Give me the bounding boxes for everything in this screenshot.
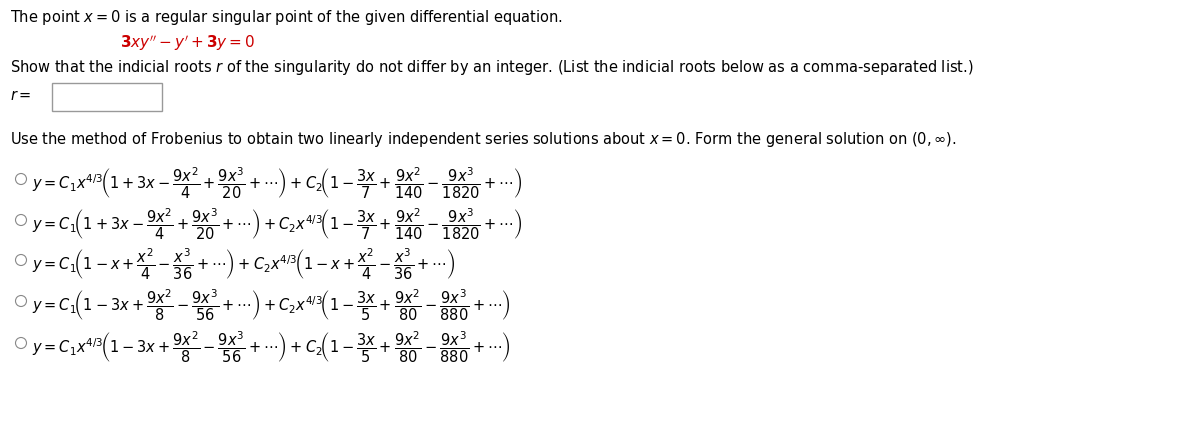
Text: $y = C_1\!\left(1 - x + \dfrac{x^2}{4} - \dfrac{x^3}{36} + \cdots\right) + C_2 x: $y = C_1\!\left(1 - x + \dfrac{x^2}{4} -… bbox=[32, 247, 455, 282]
FancyBboxPatch shape bbox=[52, 83, 162, 111]
Text: $y = C_1\!\left(1 + 3x - \dfrac{9x^2}{4} + \dfrac{9x^3}{20} + \cdots\right) + C_: $y = C_1\!\left(1 + 3x - \dfrac{9x^2}{4}… bbox=[32, 207, 522, 242]
Text: $y = C_1\!\left(1 - 3x + \dfrac{9x^2}{8} - \dfrac{9x^3}{56} + \cdots\right) + C_: $y = C_1\!\left(1 - 3x + \dfrac{9x^2}{8}… bbox=[32, 288, 511, 323]
Text: $y = C_1 x^{4/3}\!\left(1 - 3x + \dfrac{9x^2}{8} - \dfrac{9x^3}{56} + \cdots\rig: $y = C_1 x^{4/3}\!\left(1 - 3x + \dfrac{… bbox=[32, 330, 511, 365]
Text: Use the method of Frobenius to obtain two linearly independent series solutions : Use the method of Frobenius to obtain tw… bbox=[10, 130, 956, 149]
Text: $y = C_1 x^{4/3}\!\left(1 + 3x - \dfrac{9x^2}{4} + \dfrac{9x^3}{20} + \cdots\rig: $y = C_1 x^{4/3}\!\left(1 + 3x - \dfrac{… bbox=[32, 166, 522, 201]
Text: The point $x = 0$ is a regular singular point of the given differential equation: The point $x = 0$ is a regular singular … bbox=[10, 8, 563, 27]
Text: $\mathbf{3}xy'' - y' + \mathbf{3}y = 0$: $\mathbf{3}xy'' - y' + \mathbf{3}y = 0$ bbox=[120, 33, 256, 53]
Text: $r =$: $r =$ bbox=[10, 88, 31, 103]
Text: Show that the indicial roots $r$ of the singularity do not differ by an integer.: Show that the indicial roots $r$ of the … bbox=[10, 58, 973, 77]
